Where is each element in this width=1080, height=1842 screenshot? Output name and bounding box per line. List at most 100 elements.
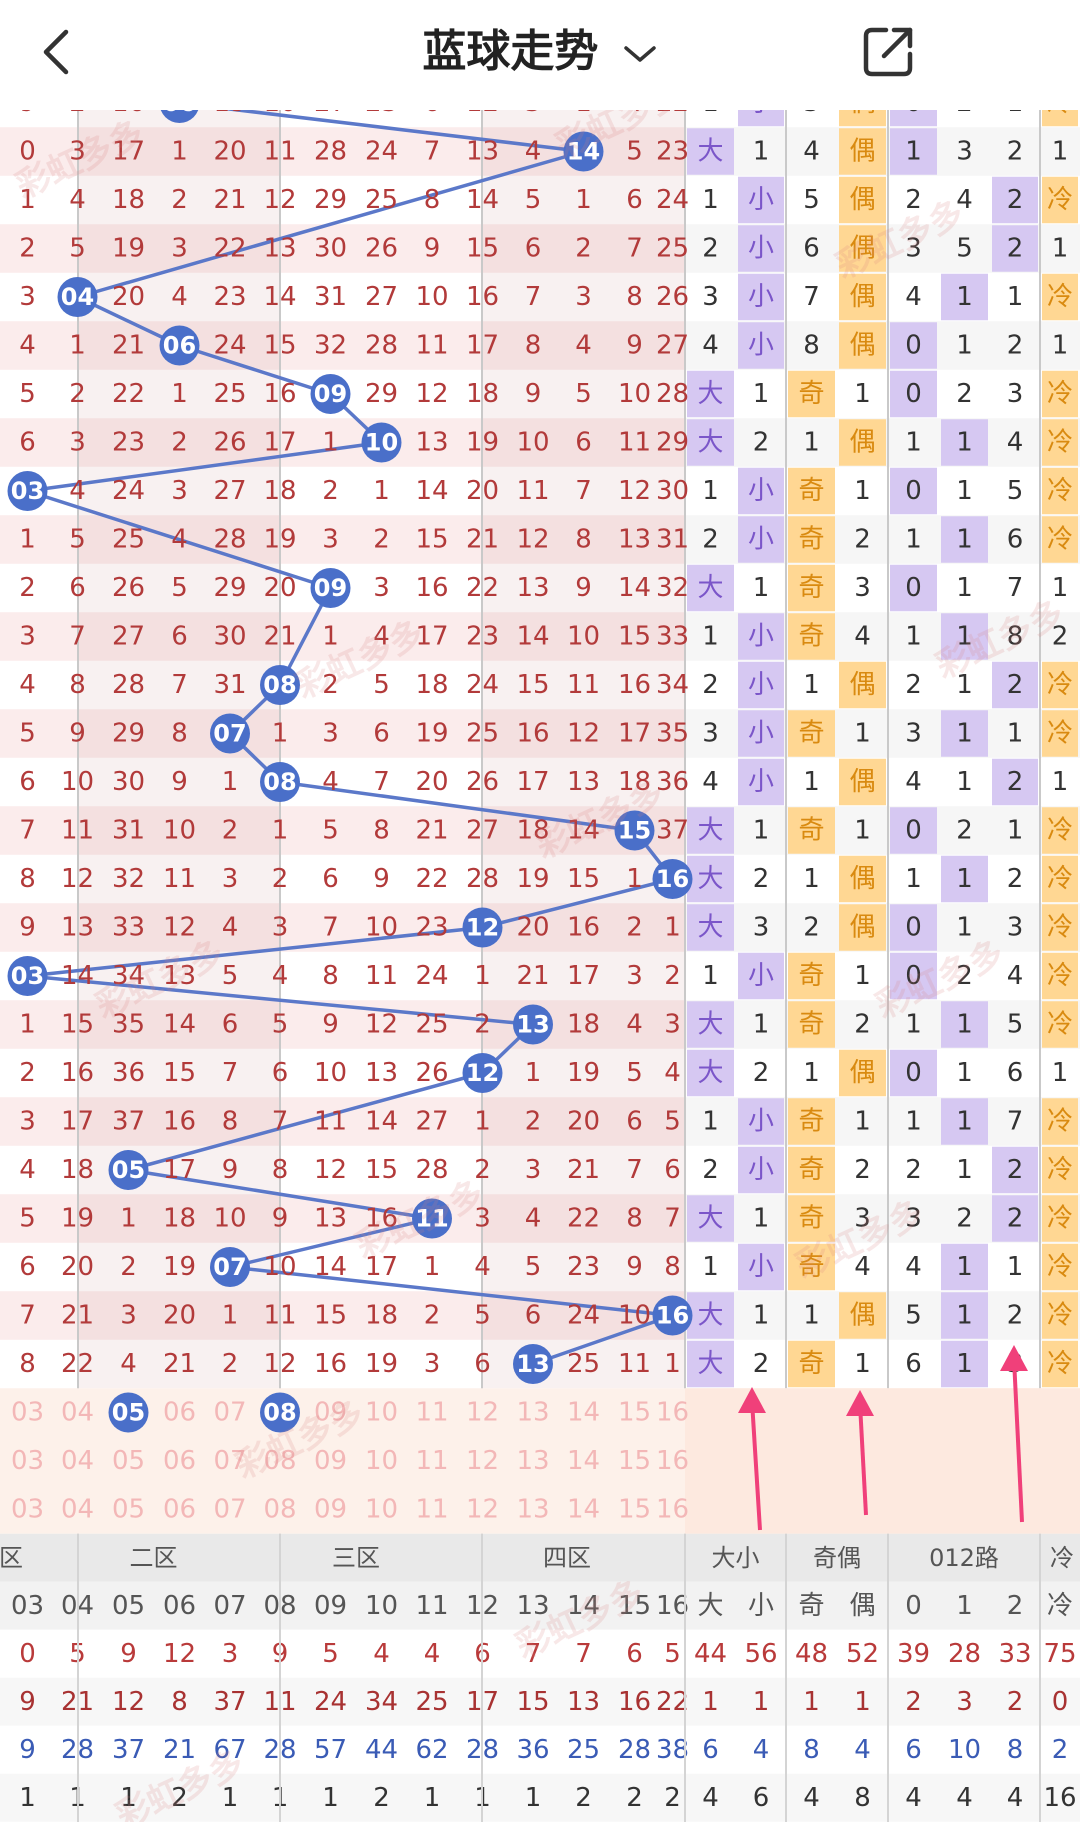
cell-value: 17 [415,622,448,652]
cell-value: 3 [322,525,339,555]
cell-value: 13 [263,234,296,264]
share-button[interactable] [862,24,916,78]
cell-value: 7 [1007,1107,1024,1137]
cell-value: 29 [213,573,246,603]
blue-ball [361,422,402,463]
cell-value: 小 [748,767,774,797]
cell-value: 18 [415,670,448,700]
cell-value: 19 [213,110,246,118]
selected-ball[interactable] [260,1392,300,1433]
page-title[interactable]: 蓝球走势 [0,24,1080,80]
indicator-cell [788,710,835,757]
cell-value: 24 [365,137,398,167]
cell-value: 14 [415,476,448,506]
cell-value: 5 [1007,476,1024,506]
indicator-cell [687,1340,734,1388]
cell-value: 27 [213,476,246,506]
cell-value: 1 [956,864,973,894]
cell-value: 16 [567,913,600,943]
blue-ball [462,1053,503,1093]
cell-value: 2 [171,185,188,215]
zone-4-label: 四区 [543,1544,591,1572]
cell-value: 1 [322,428,339,458]
cold-label: 冷 [1050,1544,1074,1572]
cell-value: 22 [213,234,246,264]
back-button[interactable] [36,26,76,78]
cell-value: 1 [322,622,339,652]
indicator-cell [839,273,886,321]
cell-value: 冷 [1047,719,1073,749]
cell-value: 36 [656,767,689,797]
cell-value: 34 [656,670,689,700]
cell-value: 3 [222,864,239,894]
cell-value: 6 [69,573,86,603]
cell-value: 7 [626,1155,643,1185]
cell-value: 33 [656,622,689,652]
cell-value: 10 [567,622,600,652]
selected-ball[interactable] [108,1392,149,1433]
cell-value: 4 [272,961,289,991]
subheader-cell: 10 [365,1591,398,1621]
route-hit-cell [992,176,1038,224]
stats-value: 56 [744,1639,777,1669]
cell-value: 小 [748,525,774,555]
cell-value: 1 [905,622,922,652]
cell-value: 10 [263,110,296,118]
cell-value: 37 [656,816,689,846]
indicator-cell [788,516,835,563]
cell-value: 9 [171,767,188,797]
row-stripe [0,709,685,758]
blue-ball [160,110,199,123]
cell-value: 1 [171,137,188,167]
cell-value: 5 [575,379,592,409]
row-stripe [0,224,685,273]
indicator-cell [1042,419,1078,466]
indicator-cell [738,516,784,563]
route-hit-cell [941,710,988,757]
stats-value: 34 [365,1687,398,1717]
indicator-cell [788,1098,835,1145]
cell-value: 28 [415,1155,448,1185]
zone-divider [684,110,686,1822]
cell-value: 2 [1007,864,1024,894]
indicator-cell [738,1098,784,1145]
selection-number: 15 [618,1446,651,1476]
stats-value: 62 [415,1735,448,1765]
cell-value: 1 [753,573,770,603]
cell-value: 0 [905,816,922,846]
cell-value: 12 [365,1010,398,1040]
stats-value: 44 [365,1735,398,1765]
blue-ball [462,907,503,948]
selection-number: 09 [314,1398,347,1428]
cell-value: 冷 [1047,1349,1073,1379]
cell-value: 冷 [1047,282,1073,312]
blue-ball [159,325,200,366]
stats-value: 6 [753,1783,770,1813]
cell-value: 冷 [1047,525,1073,555]
cell-value: 1 [1052,573,1069,603]
cell-value: 1 [905,428,922,458]
cell-value: 4 [171,525,188,555]
cell-value: 21 [466,525,499,555]
indicator-cell [839,758,886,806]
cell-value: 27 [415,1107,448,1137]
indicator-cell [687,904,734,951]
selection-number: 04 [61,1446,94,1476]
cell-value: 7 [171,670,188,700]
arrow-head [1000,1345,1028,1371]
route-hit-cell [890,1049,937,1097]
cell-value: 32 [656,573,689,603]
selection-number: 03 [11,1398,44,1428]
selection-number: 03 [11,1495,44,1525]
cell-value: 27 [365,282,398,312]
blue-ball [210,1247,250,1287]
cell-value: 小 [748,331,774,361]
cell-value: 4 [69,185,86,215]
cell-value: 1 [905,1010,922,1040]
blue-ball-number: 10 [365,429,398,457]
selection-number: 04 [61,1398,94,1428]
cell-value: 5 [373,670,390,700]
route-hit-cell [890,807,937,854]
cell-value: 9 [322,1010,339,1040]
cell-value: 2 [854,525,871,555]
